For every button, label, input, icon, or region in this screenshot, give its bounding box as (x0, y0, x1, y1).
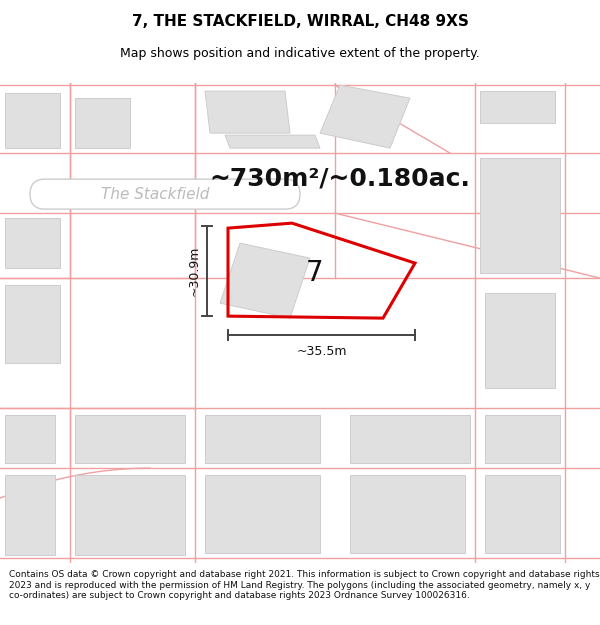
Text: 7, THE STACKFIELD, WIRRAL, CH48 9XS: 7, THE STACKFIELD, WIRRAL, CH48 9XS (131, 14, 469, 29)
Polygon shape (205, 475, 320, 553)
Polygon shape (5, 415, 55, 463)
Text: 7: 7 (306, 259, 324, 287)
Text: ~730m²/~0.180ac.: ~730m²/~0.180ac. (209, 166, 470, 190)
Polygon shape (75, 98, 130, 148)
Polygon shape (220, 243, 310, 318)
Text: Map shows position and indicative extent of the property.: Map shows position and indicative extent… (120, 48, 480, 60)
Text: ~30.9m: ~30.9m (187, 246, 200, 296)
Polygon shape (350, 475, 465, 553)
Polygon shape (350, 415, 470, 463)
Polygon shape (320, 85, 410, 148)
Text: The Stackfield: The Stackfield (101, 187, 209, 202)
Polygon shape (205, 91, 290, 133)
Polygon shape (485, 415, 560, 463)
Polygon shape (485, 293, 555, 388)
Polygon shape (480, 158, 560, 273)
Polygon shape (5, 285, 60, 363)
Polygon shape (5, 93, 60, 148)
Polygon shape (75, 475, 185, 555)
Polygon shape (5, 475, 55, 555)
Polygon shape (75, 415, 185, 463)
Polygon shape (5, 218, 60, 268)
Polygon shape (205, 415, 320, 463)
Polygon shape (225, 135, 320, 148)
Polygon shape (485, 475, 560, 553)
Text: ~35.5m: ~35.5m (296, 344, 347, 357)
FancyBboxPatch shape (30, 179, 300, 209)
Polygon shape (480, 91, 555, 123)
Text: Contains OS data © Crown copyright and database right 2021. This information is : Contains OS data © Crown copyright and d… (9, 571, 599, 600)
